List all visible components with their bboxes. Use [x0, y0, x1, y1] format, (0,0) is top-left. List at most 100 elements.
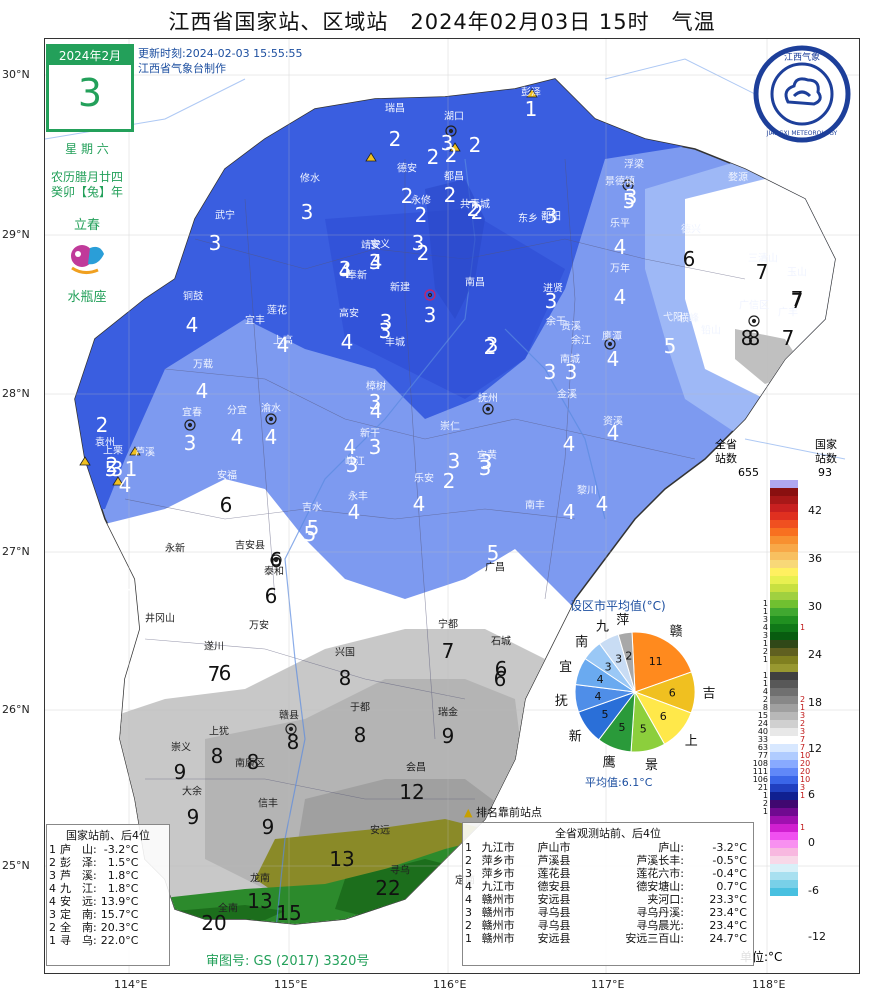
national-rank-cell: 1.5°C	[107, 856, 139, 869]
pie-slice-name: 赣	[670, 625, 683, 640]
station-name: 袁州	[95, 437, 115, 449]
all-rank-row: 1 赣州市 安远县 安远三百山: 24.7°C	[463, 932, 749, 945]
pie-value-label: 5	[601, 708, 608, 721]
legend-tick-label: 30	[808, 600, 822, 613]
legend-color-swatch	[770, 712, 798, 720]
station-name: 上犹	[209, 726, 229, 738]
temperature-value: 9	[186, 805, 200, 829]
legend-count-province: 1	[762, 671, 768, 680]
station-name: 赣县	[279, 710, 299, 722]
jiangxi-meteorology-logo: 江西气象 JIANGXI METEOROLOGY	[752, 44, 852, 144]
temperature-value: 8	[246, 750, 260, 774]
lunar-date: 农历腊月廿四	[50, 170, 123, 184]
temperature-value: 12	[399, 780, 425, 804]
station-name: 广昌	[485, 562, 505, 574]
all-rank-cell: 0.7°C	[716, 880, 747, 893]
legend-color-swatch	[770, 552, 798, 560]
temperature-value: 4	[347, 500, 361, 524]
station-name: 莲花	[267, 305, 287, 317]
city-average-pie: 11665554433 2 赣吉上景鹰新抚宜南九萍	[555, 613, 716, 772]
legend-count-province: 1	[762, 655, 768, 664]
all-rank-row: 3 赣州市 寻乌县 寻乌丹溪: 23.4°C	[463, 906, 749, 919]
pie-value-label: 11	[649, 655, 663, 668]
station-name: 乐平	[610, 218, 630, 230]
temperature-value: 5	[303, 522, 317, 546]
station-name: 万载	[193, 359, 213, 371]
national-rank-cell: 1.8°C	[107, 869, 139, 882]
temperature-value: 2	[483, 335, 497, 359]
national-rank-cell: 寻 乌:	[60, 934, 97, 947]
all-rank-cell: 2	[465, 854, 472, 867]
all-rank-cell: 安远县	[537, 932, 571, 945]
legend-color-swatch	[770, 608, 798, 616]
pie-value-label: 4	[597, 673, 604, 686]
temperature-map	[45, 39, 859, 973]
national-rank-cell: 庐 山:	[60, 843, 97, 856]
legend-color-swatch	[770, 504, 798, 512]
legend-count-national: 1	[800, 703, 806, 712]
all-rank-cell: -0.4°C	[712, 867, 747, 880]
temperature-value: 3	[544, 204, 558, 228]
temperature-value: 5	[486, 541, 500, 565]
all-rank-cell: 赣州市	[481, 932, 515, 945]
pie-slice-name: 鹰	[603, 754, 616, 770]
station-name: 铅山	[701, 325, 721, 337]
temperature-value: 2	[426, 145, 440, 169]
station-name: 万年	[610, 263, 630, 275]
legend-color-swatch	[770, 512, 798, 520]
legend-count-province: 3	[762, 631, 768, 640]
station-name: 吉安县	[235, 540, 265, 552]
station-name: 乐安	[414, 473, 434, 485]
temperature-value: 3	[447, 449, 461, 473]
national-rank-cell: 全 南:	[60, 921, 97, 934]
station-name: 东乡	[518, 213, 538, 225]
station-name: 崇仁	[440, 421, 460, 433]
all-rank-title: 全省观测站前、后4位	[555, 827, 661, 840]
temperature-value: 4	[264, 425, 278, 449]
temperature-value: 8	[747, 326, 761, 350]
legend-color-swatch	[770, 696, 798, 704]
station-name: 宜黄	[477, 450, 497, 462]
lon-tick: 114°E	[114, 978, 148, 991]
station-name: 安远	[370, 825, 390, 837]
temperature-value: 1	[524, 97, 538, 121]
logo-text-top: 江西气象	[784, 51, 820, 63]
legend-count-province: 24	[757, 719, 768, 728]
temperature-value: 6	[264, 584, 278, 608]
zodiac-label: 水瓶座	[67, 290, 107, 305]
temperature-value: 2	[388, 127, 402, 151]
lat-tick: 28°N	[2, 387, 30, 400]
temperature-value: 4	[562, 500, 576, 524]
legend-color-swatch	[770, 816, 798, 824]
station-name: 瑞昌	[385, 103, 405, 115]
station-name: 鄱阳	[541, 211, 561, 223]
legend-count-province: 77	[757, 751, 768, 760]
station-name: 弋阳	[663, 312, 683, 324]
temperature-value: 4	[343, 435, 357, 459]
pie-slice-name: 吉	[702, 687, 715, 702]
national-rank-row: 1 寻 乌: 22.0°C	[47, 934, 140, 947]
legend-color-swatch	[770, 800, 798, 808]
legend-tick-label: -12	[808, 930, 826, 943]
legend-color-swatch	[770, 480, 798, 488]
station-name: 泰和	[264, 566, 284, 578]
rank-markers	[79, 88, 538, 486]
national-rank-cell: 1	[49, 934, 56, 947]
all-rank-cell: 寻乌丹溪:	[636, 906, 685, 919]
station-name: 宜丰	[245, 315, 265, 327]
all-rank-cell: 安远县	[537, 893, 571, 906]
station-name: 永修	[411, 195, 431, 207]
lon-tick: 117°E	[591, 978, 625, 991]
national-rank-cell: 22.0°C	[100, 934, 139, 947]
station-name: 南丰	[525, 500, 545, 512]
all-rank-cell: 萍乡市	[481, 854, 515, 867]
legend-color-swatch	[770, 704, 798, 712]
temperature-value: 3	[440, 131, 454, 155]
all-rank-cell: 24.7°C	[709, 932, 747, 945]
approval-number: 审图号: GS (2017) 3320号	[206, 954, 370, 969]
station-name: 渝水	[261, 403, 281, 415]
temperature-value: 3	[368, 435, 382, 459]
legend-count-province: 33	[757, 735, 768, 744]
all-rank-cell: 莲花六市:	[636, 867, 685, 880]
national-rank-row: 4 九 江: 1.8°C	[47, 882, 140, 895]
